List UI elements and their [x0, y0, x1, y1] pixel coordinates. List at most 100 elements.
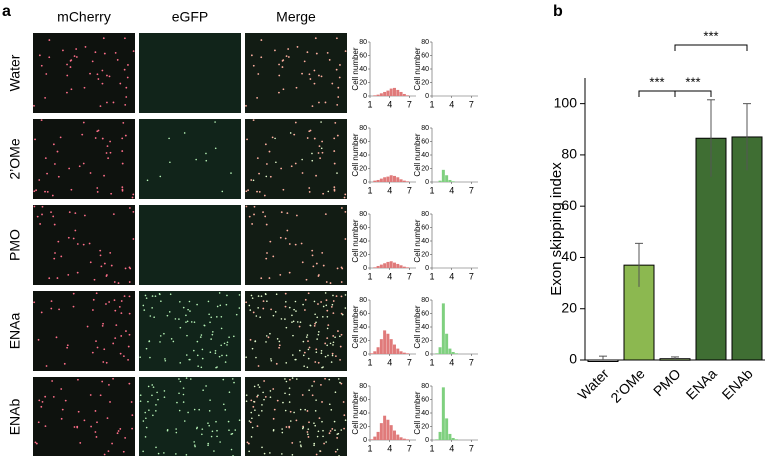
cell [74, 212, 77, 215]
cell [189, 310, 191, 312]
cell [225, 354, 228, 357]
cell [163, 452, 165, 454]
histogram-bar [455, 353, 458, 354]
cell [339, 335, 341, 338]
y-tick-label: 80 [359, 211, 367, 218]
cell [67, 273, 70, 276]
histogram-bar [399, 179, 403, 182]
cell [263, 398, 265, 401]
cell [311, 385, 313, 387]
cell [266, 300, 268, 303]
cell [308, 191, 311, 193]
cell [262, 391, 264, 394]
cell [215, 366, 217, 369]
cell [247, 442, 250, 445]
cell [284, 292, 287, 295]
histogram-bar [448, 179, 452, 182]
cell [112, 342, 115, 345]
x-tick-label: ENAb [719, 365, 756, 402]
cell [278, 63, 280, 66]
x-tick-label: 1 [367, 443, 372, 453]
y-tick-label: 0 [425, 179, 429, 186]
cell [329, 282, 332, 284]
cell [333, 150, 336, 152]
cell [309, 78, 312, 80]
cell [343, 196, 346, 199]
cell [220, 344, 222, 347]
cell [320, 383, 322, 386]
cell [117, 282, 120, 284]
cell [272, 417, 275, 420]
cell [261, 446, 263, 449]
cell [275, 161, 277, 164]
cell [208, 313, 210, 316]
cell [216, 305, 219, 308]
cell [86, 325, 89, 328]
cell [321, 151, 324, 154]
histogram-bar [370, 353, 373, 354]
axis-label: Cell number [351, 305, 360, 348]
cell [45, 73, 48, 75]
cell [99, 249, 102, 252]
y-tick-label: 80 [359, 125, 367, 132]
cell [290, 165, 293, 168]
cell [126, 76, 129, 79]
cell [70, 188, 73, 191]
cell [99, 394, 102, 397]
cell [52, 215, 55, 218]
histogram-bar [396, 434, 400, 440]
x-tick-label: 7 [407, 443, 412, 453]
cell [114, 309, 117, 312]
cell [105, 274, 108, 276]
cell [315, 399, 317, 401]
cell [44, 395, 47, 398]
cell [260, 295, 263, 297]
cell [213, 450, 215, 452]
cell [336, 172, 338, 174]
cell [214, 352, 217, 355]
cell [201, 357, 204, 360]
cell [306, 366, 309, 369]
cell [322, 305, 325, 308]
x-tick-label: 2’OMe [607, 365, 648, 406]
y-tick-label: 40 [359, 324, 367, 331]
cell [182, 387, 185, 389]
cell [209, 321, 211, 324]
cell [41, 205, 44, 208]
cell [256, 96, 259, 99]
cell [115, 324, 118, 327]
cell [76, 271, 79, 274]
cell [275, 293, 278, 296]
cell [298, 325, 301, 328]
cell [285, 380, 288, 383]
cell [106, 74, 108, 77]
cell [344, 294, 347, 296]
axis-label: Cell number [413, 305, 422, 348]
y-tick-label: 80 [421, 39, 429, 46]
cell [211, 333, 214, 336]
cell [268, 277, 271, 279]
histogram-bar [386, 176, 390, 182]
micrograph [33, 119, 135, 199]
cell [338, 76, 341, 79]
cell [282, 401, 284, 404]
cell [230, 448, 233, 451]
cell [331, 428, 334, 430]
cell [272, 314, 275, 317]
cell [305, 278, 308, 281]
cell [311, 159, 314, 162]
cell [340, 382, 343, 385]
cell [40, 119, 43, 122]
cell [278, 346, 281, 349]
cell [52, 395, 55, 398]
cell [128, 281, 131, 283]
cell [58, 308, 60, 311]
histogram-bar [451, 181, 455, 182]
cell [289, 132, 292, 134]
cell [269, 175, 272, 178]
cell [313, 300, 316, 303]
cell [119, 428, 122, 430]
cell [77, 378, 79, 381]
x-tick-label: 1 [429, 271, 434, 281]
cell [215, 420, 217, 423]
